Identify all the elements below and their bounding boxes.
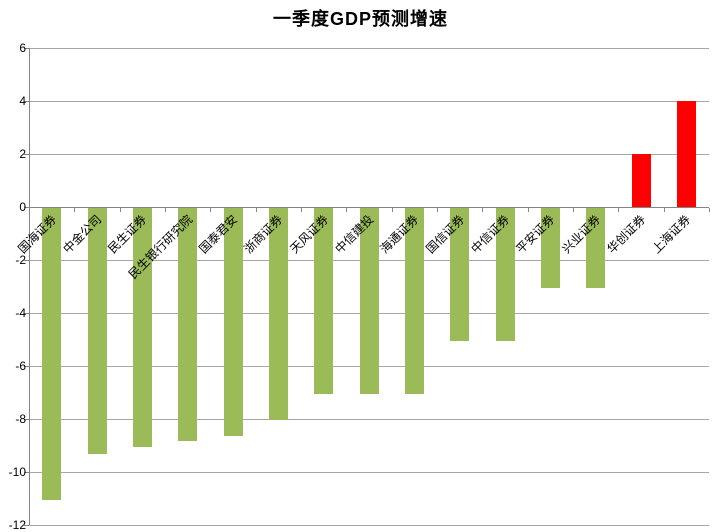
y-tick-label: 6 bbox=[19, 41, 26, 55]
x-axis-tick bbox=[482, 208, 484, 212]
category-label: 上海证券 bbox=[649, 212, 694, 257]
y-tick-label: -4 bbox=[15, 306, 26, 320]
y-axis-tick bbox=[24, 525, 29, 526]
bar-中信建投 bbox=[359, 208, 379, 394]
y-axis-tick bbox=[24, 472, 29, 473]
y-axis-tick bbox=[24, 207, 29, 208]
y-gridline bbox=[29, 48, 709, 49]
x-axis-tick bbox=[255, 208, 257, 212]
x-axis-tick bbox=[210, 208, 212, 212]
y-axis-tick bbox=[24, 101, 29, 102]
x-axis-line bbox=[29, 207, 709, 208]
y-axis-line bbox=[29, 48, 30, 525]
bar-国泰君安 bbox=[223, 208, 243, 436]
y-axis-tick bbox=[24, 260, 29, 261]
y-tick-label: -2 bbox=[15, 253, 26, 267]
bar-民生证券 bbox=[132, 208, 152, 447]
x-axis-tick bbox=[346, 208, 348, 212]
y-tick-label: 4 bbox=[19, 94, 26, 108]
y-gridline bbox=[29, 419, 709, 420]
x-axis-tick bbox=[573, 208, 574, 212]
x-axis-tick bbox=[29, 208, 30, 212]
bar-民生银行研究院 bbox=[178, 208, 198, 442]
bar-上海证券 bbox=[676, 101, 696, 207]
category-label: 华创证券 bbox=[604, 212, 649, 257]
y-axis-tick bbox=[24, 419, 29, 420]
bar-平安证券 bbox=[540, 208, 560, 288]
y-gridline bbox=[29, 525, 709, 526]
y-tick-label: -8 bbox=[15, 412, 26, 426]
y-axis-tick bbox=[24, 154, 29, 155]
x-axis-tick bbox=[663, 208, 665, 212]
y-gridline bbox=[29, 154, 709, 155]
y-gridline bbox=[29, 472, 709, 473]
bar-天风证券 bbox=[314, 208, 334, 394]
y-tick-label: -10 bbox=[8, 465, 26, 479]
x-axis-tick bbox=[165, 208, 166, 212]
bar-国海证券 bbox=[42, 208, 62, 500]
x-axis-tick bbox=[527, 208, 529, 212]
x-axis-tick bbox=[437, 208, 438, 212]
y-tick-label: -6 bbox=[15, 359, 26, 373]
y-gridline bbox=[29, 101, 709, 102]
x-axis-tick bbox=[301, 208, 302, 212]
bar-海通证券 bbox=[404, 208, 424, 394]
x-axis-tick bbox=[391, 208, 393, 212]
chart-title: 一季度GDP预测增速 bbox=[272, 9, 448, 29]
bar-浙商证券 bbox=[268, 208, 288, 420]
y-tick-label: -12 bbox=[8, 518, 26, 532]
y-tick-label: 2 bbox=[19, 147, 26, 161]
x-axis-tick bbox=[618, 208, 620, 212]
y-tick-label: 0 bbox=[19, 200, 26, 214]
bar-中金公司 bbox=[87, 208, 107, 455]
bar-兴业证券 bbox=[586, 208, 606, 288]
bar-国信证券 bbox=[450, 208, 470, 341]
y-axis-tick bbox=[24, 366, 29, 367]
x-axis-tick bbox=[74, 208, 76, 212]
y-axis-tick bbox=[24, 48, 29, 49]
y-axis-tick bbox=[24, 313, 29, 314]
x-axis-tick bbox=[119, 208, 121, 212]
bar-华创证券 bbox=[631, 154, 651, 207]
bar-中信证券 bbox=[495, 208, 515, 341]
x-axis-tick bbox=[709, 208, 710, 212]
